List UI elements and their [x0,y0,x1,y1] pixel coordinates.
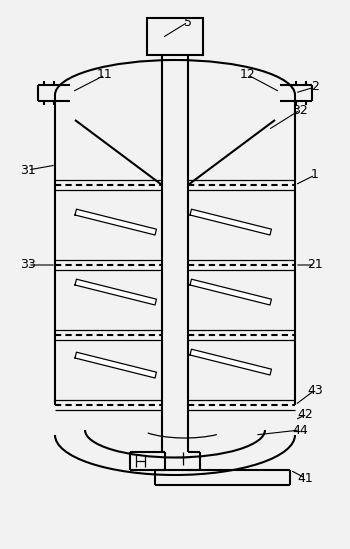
Polygon shape [190,209,272,235]
Text: 31: 31 [20,164,36,176]
Text: 41: 41 [297,472,313,485]
Text: 11: 11 [97,69,113,81]
Text: 1: 1 [311,169,319,182]
Polygon shape [75,352,156,378]
Text: 42: 42 [297,408,313,422]
Text: 32: 32 [292,104,308,116]
Text: 21: 21 [307,259,323,272]
Polygon shape [75,279,156,305]
Text: 33: 33 [20,259,36,272]
Text: 12: 12 [240,69,256,81]
Text: 5: 5 [184,15,192,29]
Text: 2: 2 [311,81,319,93]
Polygon shape [75,209,156,235]
Text: 44: 44 [292,423,308,436]
Text: 43: 43 [307,384,323,396]
Bar [147,18,203,55]
Polygon shape [190,349,272,375]
Polygon shape [190,279,272,305]
